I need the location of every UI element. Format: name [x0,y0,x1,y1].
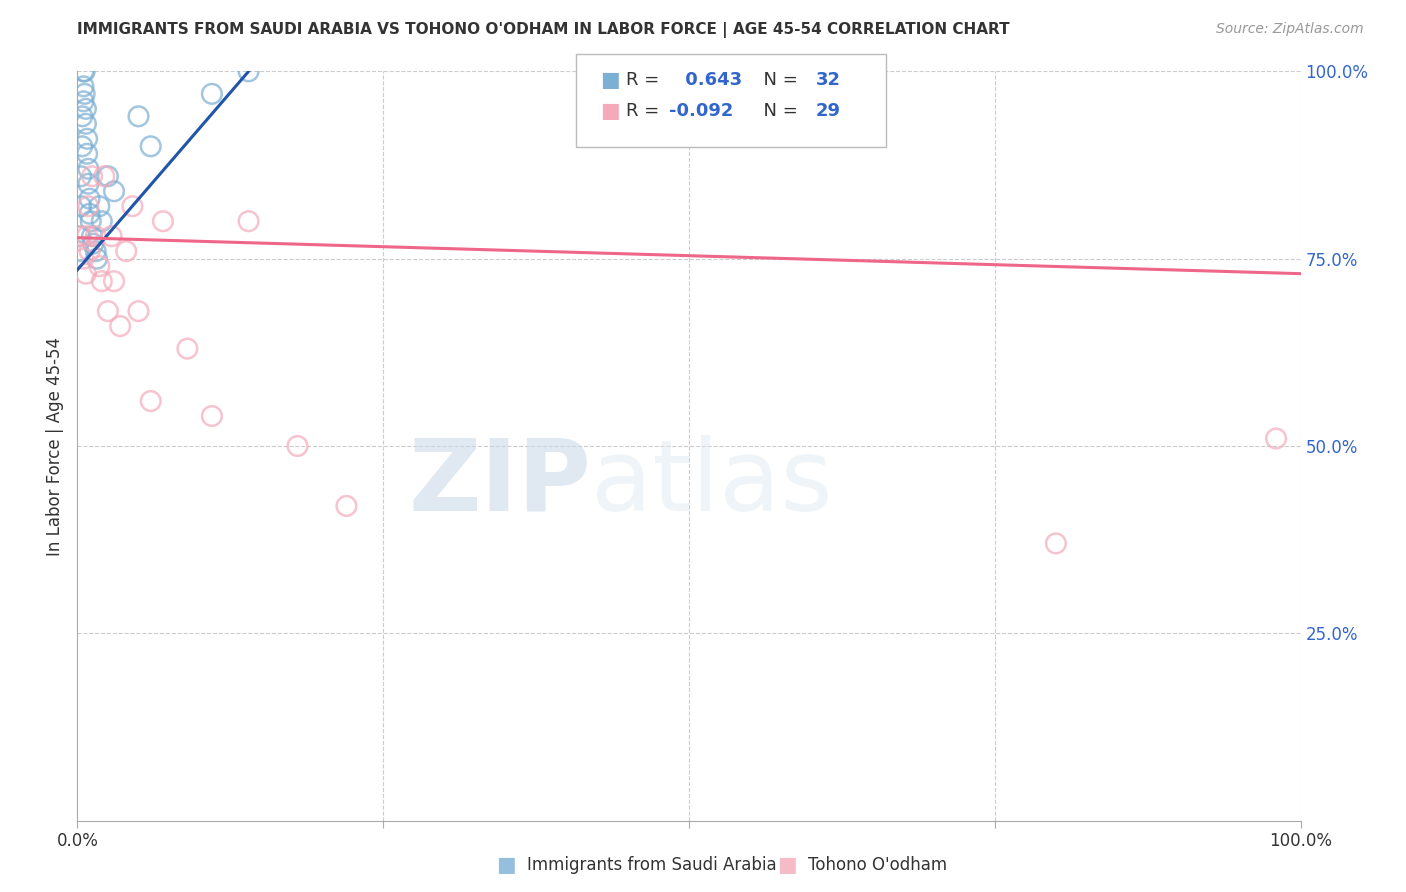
Text: N =: N = [752,103,804,120]
Point [152,214,174,228]
Point [73,64,96,78]
Point [800,64,823,78]
Point [67,244,90,259]
Point [77,161,100,176]
Point [108,319,131,334]
Text: ZIP: ZIP [408,435,591,532]
Point [93,169,115,184]
Text: Immigrants from Saudi Arabia: Immigrants from Saudi Arabia [527,856,778,874]
Text: Source: ZipAtlas.com: Source: ZipAtlas.com [1216,22,1364,37]
Point [1265,432,1288,446]
Point [100,229,122,244]
Point [287,439,309,453]
Text: IMMIGRANTS FROM SAUDI ARABIA VS TOHONO O'ODHAM IN LABOR FORCE | AGE 45-54 CORREL: IMMIGRANTS FROM SAUDI ARABIA VS TOHONO O… [77,22,1010,38]
Point [76,229,98,244]
Point [72,252,94,266]
Point [86,252,108,266]
Point [139,139,162,153]
Text: atlas: atlas [591,435,832,532]
Text: -0.092: -0.092 [669,103,734,120]
Text: 32: 32 [815,71,841,89]
Point [103,184,125,198]
Point [79,244,101,259]
Point [89,199,111,213]
Text: R =: R = [626,103,665,120]
Text: R =: R = [626,71,665,89]
Point [73,87,96,101]
Point [121,199,143,213]
Point [79,192,101,206]
Point [72,95,94,109]
Text: ■: ■ [600,70,620,90]
Point [201,87,224,101]
Point [70,199,93,213]
Point [90,274,112,288]
Point [75,102,97,116]
Point [82,236,104,251]
Point [70,139,93,153]
Text: ■: ■ [600,102,620,121]
Point [76,132,98,146]
Point [128,304,150,318]
Point [89,259,111,273]
Point [72,64,94,78]
Y-axis label: In Labor Force | Age 45-54: In Labor Force | Age 45-54 [46,336,65,556]
Point [139,394,162,409]
Point [97,169,120,184]
Point [97,304,120,318]
Point [75,267,97,281]
Point [80,229,103,244]
Point [115,244,138,259]
Point [80,169,103,184]
Point [79,207,101,221]
Point [238,214,260,228]
Text: 0.643: 0.643 [679,71,742,89]
Point [238,64,260,78]
Point [84,229,107,244]
Point [335,499,357,513]
Point [80,214,103,228]
Point [176,342,198,356]
Point [1045,536,1067,550]
Point [69,229,91,244]
Text: ■: ■ [496,855,516,875]
Point [72,79,94,94]
Point [84,244,107,259]
Point [128,109,150,123]
Text: ■: ■ [778,855,797,875]
Point [77,199,100,213]
Point [77,177,100,191]
Point [75,117,97,131]
Point [70,109,93,123]
Text: 29: 29 [815,103,841,120]
Point [76,146,98,161]
Point [862,64,884,78]
Point [70,169,93,184]
Text: Tohono O'odham: Tohono O'odham [808,856,948,874]
Text: N =: N = [752,71,804,89]
Point [90,214,112,228]
Point [70,229,93,244]
Point [201,409,224,423]
Point [103,274,125,288]
